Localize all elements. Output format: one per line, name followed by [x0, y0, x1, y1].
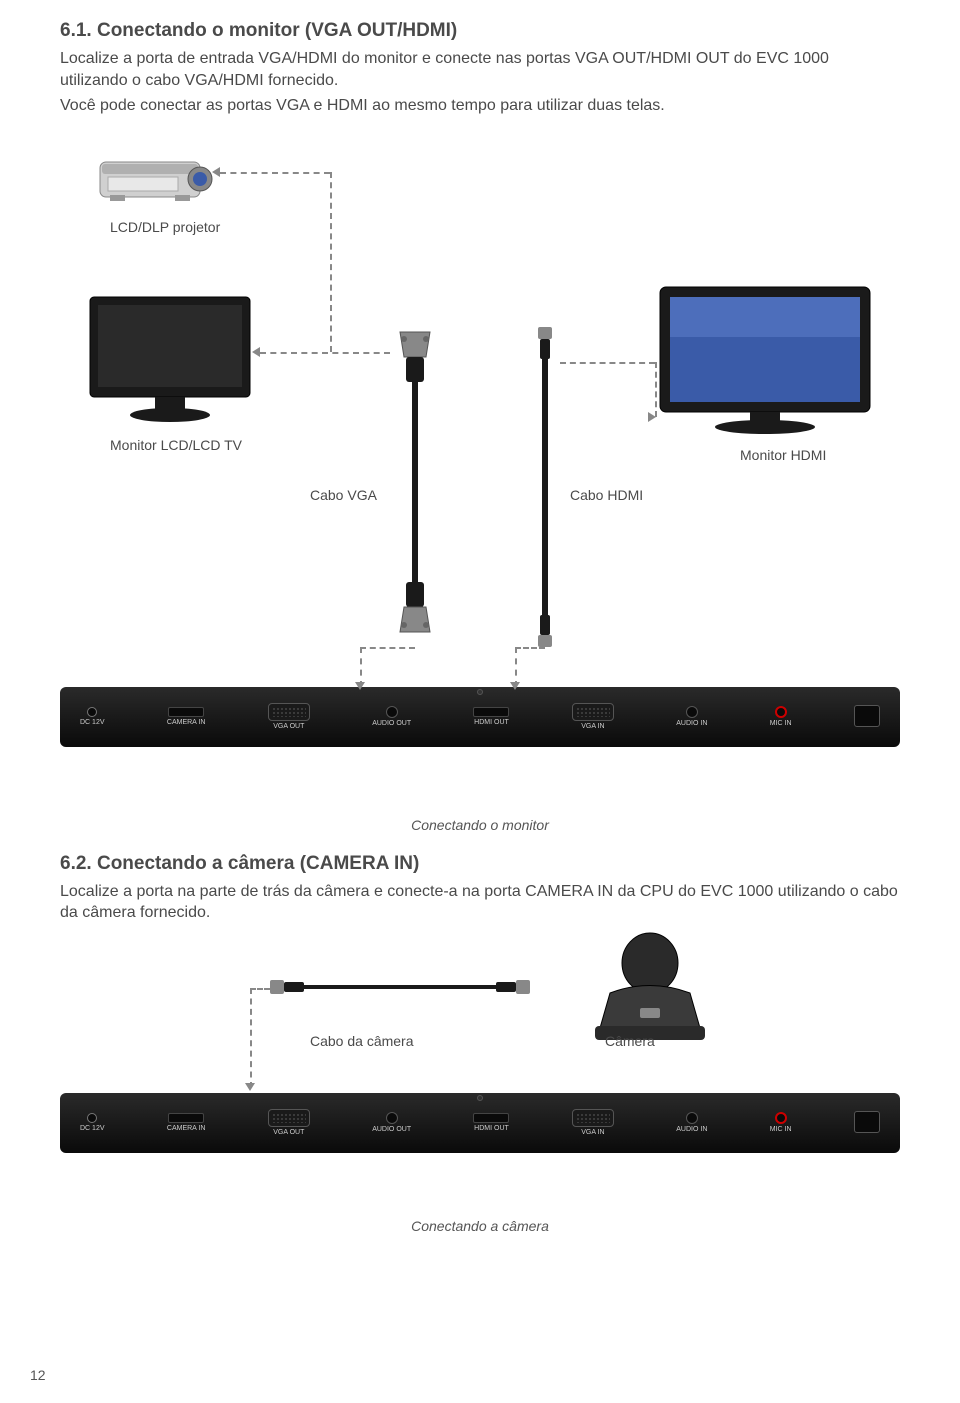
- label-monitor-lcd: Monitor LCD/LCD TV: [110, 437, 242, 453]
- dash-line: [250, 988, 270, 990]
- vga-cable-icon: [390, 317, 440, 647]
- port-dc12v: DC 12V: [80, 707, 105, 726]
- port-ethernet: [854, 705, 880, 729]
- section-heading-2: 6.2. Conectando a câmera (CAMERA IN): [60, 853, 900, 875]
- camera-cable-icon: [270, 958, 530, 1018]
- port-camera-in: CAMERA IN: [167, 707, 206, 726]
- section-para-1a: Localize a porta de entrada VGA/HDMI do …: [60, 48, 900, 91]
- section-para-1b: Você pode conectar as portas VGA e HDMI …: [60, 95, 900, 117]
- port-mic-in: MIC IN: [770, 706, 792, 727]
- port-camera-in: CAMERA IN: [167, 1113, 206, 1132]
- label-camera: Câmera: [605, 1033, 655, 1049]
- label-cable-vga: Cabo VGA: [310, 487, 377, 503]
- dash-line: [560, 362, 655, 364]
- port-audio-in: AUDIO IN: [676, 1112, 707, 1133]
- camera-icon: [580, 928, 720, 1048]
- dash-line: [250, 988, 252, 1088]
- arrow-icon: [252, 347, 260, 357]
- dash-line: [655, 362, 657, 417]
- dash-line: [260, 352, 390, 354]
- panel-screw-icon: [477, 689, 483, 695]
- projector-icon: [90, 137, 220, 207]
- port-hdmi-out: HDMI OUT: [473, 1113, 509, 1132]
- dash-line: [515, 647, 545, 649]
- dash-line: [360, 647, 362, 687]
- port-hdmi-out: HDMI OUT: [473, 707, 509, 726]
- device-rear-panel-2: DC 12V CAMERA IN VGA OUT AUDIO OUT HDMI …: [60, 1093, 900, 1153]
- port-mic-in: MIC IN: [770, 1112, 792, 1133]
- device-rear-panel: DC 12V CAMERA IN VGA OUT AUDIO OUT HDMI …: [60, 687, 900, 747]
- diagram-caption-2: Conectando a câmera: [60, 1218, 900, 1234]
- port-vga-in: VGA IN: [572, 703, 614, 730]
- arrow-icon: [510, 682, 520, 690]
- diagram-caption-1: Conectando o monitor: [60, 817, 900, 833]
- port-vga-out: VGA OUT: [268, 1109, 310, 1136]
- label-projector: LCD/DLP projetor: [110, 219, 220, 235]
- port-ethernet: [854, 1111, 880, 1135]
- dash-line: [330, 172, 332, 352]
- arrow-icon: [245, 1083, 255, 1091]
- diagram-monitor-connection: LCD/DLP projetor Monitor LCD/LCD TV Moni…: [60, 127, 900, 807]
- diagram-camera-connection: Cabo da câmera Câmera DC 12V CAMERA IN V…: [60, 928, 900, 1208]
- port-vga-in: VGA IN: [572, 1109, 614, 1136]
- panel-screw-icon: [477, 1095, 483, 1101]
- arrow-icon: [355, 682, 365, 690]
- monitor-hdmi-icon: [650, 277, 880, 437]
- dash-line: [360, 647, 415, 649]
- dash-line: [515, 647, 517, 687]
- label-cable-hdmi: Cabo HDMI: [570, 487, 643, 503]
- section-para-2: Localize a porta na parte de trás da câm…: [60, 881, 900, 924]
- arrow-icon: [648, 412, 656, 422]
- label-monitor-hdmi: Monitor HDMI: [740, 447, 826, 463]
- port-vga-out: VGA OUT: [268, 703, 310, 730]
- label-cable-camera: Cabo da câmera: [310, 1033, 414, 1049]
- page-number: 12: [30, 1367, 46, 1383]
- port-dc12v: DC 12V: [80, 1113, 105, 1132]
- port-audio-out: AUDIO OUT: [372, 706, 411, 727]
- port-audio-out: AUDIO OUT: [372, 1112, 411, 1133]
- monitor-lcd-icon: [80, 287, 260, 427]
- section-heading-1: 6.1. Conectando o monitor (VGA OUT/HDMI): [60, 20, 900, 42]
- port-audio-in: AUDIO IN: [676, 706, 707, 727]
- dash-line: [220, 172, 330, 174]
- arrow-icon: [212, 167, 220, 177]
- hdmi-cable-icon: [530, 327, 560, 647]
